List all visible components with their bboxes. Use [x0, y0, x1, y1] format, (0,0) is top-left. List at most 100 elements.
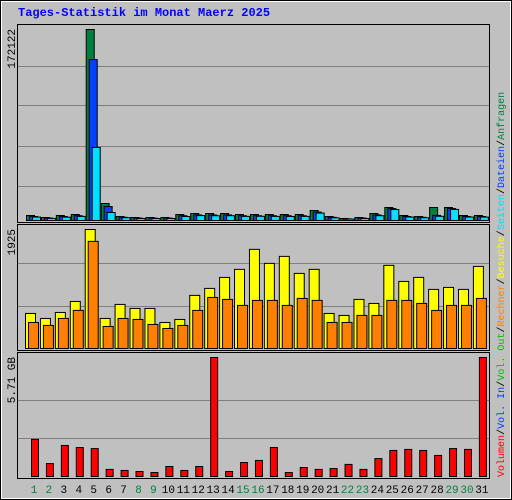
legend-label: Volumen	[496, 435, 508, 477]
bar	[207, 296, 219, 349]
bar	[344, 463, 353, 478]
bar	[299, 467, 308, 478]
bar	[479, 216, 489, 221]
panel	[17, 352, 490, 479]
bar	[375, 215, 385, 221]
bar	[196, 215, 206, 221]
bar	[389, 449, 398, 478]
legend-label: Seiten	[496, 194, 508, 230]
bar	[270, 215, 280, 222]
bar	[166, 218, 176, 221]
bar	[32, 216, 41, 221]
bar	[450, 208, 460, 221]
bar	[105, 468, 114, 477]
bar	[87, 240, 99, 350]
x-tick-label: 13	[207, 485, 220, 497]
bar	[150, 472, 159, 478]
legend-label: Besuche	[496, 236, 508, 278]
legend-label: Vol. In	[496, 387, 508, 429]
panel	[17, 224, 490, 351]
bar	[435, 215, 445, 221]
bar	[181, 216, 191, 221]
legend-separator: /	[496, 230, 508, 236]
bar	[463, 448, 472, 477]
x-tick-label: 14	[221, 485, 235, 497]
bar	[211, 215, 221, 221]
bar	[390, 209, 400, 222]
legend-separator: /	[496, 429, 508, 435]
bar	[315, 212, 325, 221]
bar	[374, 458, 383, 477]
bar	[446, 304, 458, 349]
x-tick-label: 3	[61, 485, 68, 497]
x-tick-label: 26	[401, 485, 414, 497]
bar	[76, 215, 86, 222]
bar	[419, 449, 428, 478]
bar	[177, 324, 189, 349]
bar	[356, 314, 368, 350]
bar	[28, 321, 39, 350]
bar	[449, 448, 458, 477]
bar	[464, 216, 474, 221]
x-tick-label: 10	[162, 485, 175, 497]
x-tick-label: 5	[90, 485, 97, 497]
bar	[165, 465, 174, 477]
legend-separator: /	[496, 278, 508, 284]
bar	[31, 438, 39, 478]
y-tick-label: 1925	[7, 229, 19, 255]
x-tick-label: 15	[236, 485, 249, 497]
bar	[431, 309, 443, 350]
x-tick-label: 27	[416, 485, 429, 497]
bar	[326, 321, 338, 350]
bar	[121, 217, 131, 221]
bar	[42, 324, 54, 349]
x-tick-label: 25	[386, 485, 399, 497]
bar	[284, 472, 293, 478]
x-tick-label: 11	[177, 485, 191, 497]
bar	[478, 357, 487, 477]
bar	[90, 448, 99, 477]
legend-label: Anfragen	[496, 92, 508, 140]
bar	[195, 465, 204, 477]
x-tick-label: 6	[105, 485, 112, 497]
legend-separator: /	[496, 140, 508, 146]
bar	[192, 309, 204, 350]
bar	[222, 298, 234, 349]
legend-label: Vol. Out	[496, 333, 508, 381]
x-tick-label: 21	[326, 485, 340, 497]
x-tick-label: 19	[296, 485, 309, 497]
x-tick-label: 7	[120, 485, 127, 497]
bar	[61, 216, 71, 221]
bar	[135, 470, 144, 478]
bar	[269, 447, 278, 478]
x-tick-label: 16	[251, 485, 264, 497]
bar	[420, 217, 430, 221]
legend-label: Dateien	[496, 146, 508, 188]
x-tick-label: 28	[431, 485, 444, 497]
x-tick-label: 22	[341, 485, 354, 497]
bar	[254, 459, 263, 478]
y-tick-label: 5.71 GB	[7, 357, 19, 404]
bar	[72, 309, 84, 350]
x-tick-label: 30	[460, 485, 473, 497]
legend-separator: /	[496, 381, 508, 387]
bar	[151, 218, 161, 221]
bar	[147, 323, 159, 350]
bar	[251, 299, 263, 350]
chart-title: Tages-Statistik im Monat Maerz 2025	[18, 6, 270, 20]
bar	[106, 212, 116, 221]
bar	[237, 304, 249, 349]
bar	[226, 215, 236, 221]
bar	[285, 216, 295, 221]
bar	[102, 325, 114, 350]
bar	[359, 468, 368, 477]
bar	[371, 314, 383, 350]
bar	[345, 218, 355, 222]
bar	[460, 304, 472, 349]
x-tick-label: 17	[266, 485, 279, 497]
bar	[225, 470, 234, 478]
bar	[300, 215, 310, 222]
bar	[404, 448, 413, 477]
